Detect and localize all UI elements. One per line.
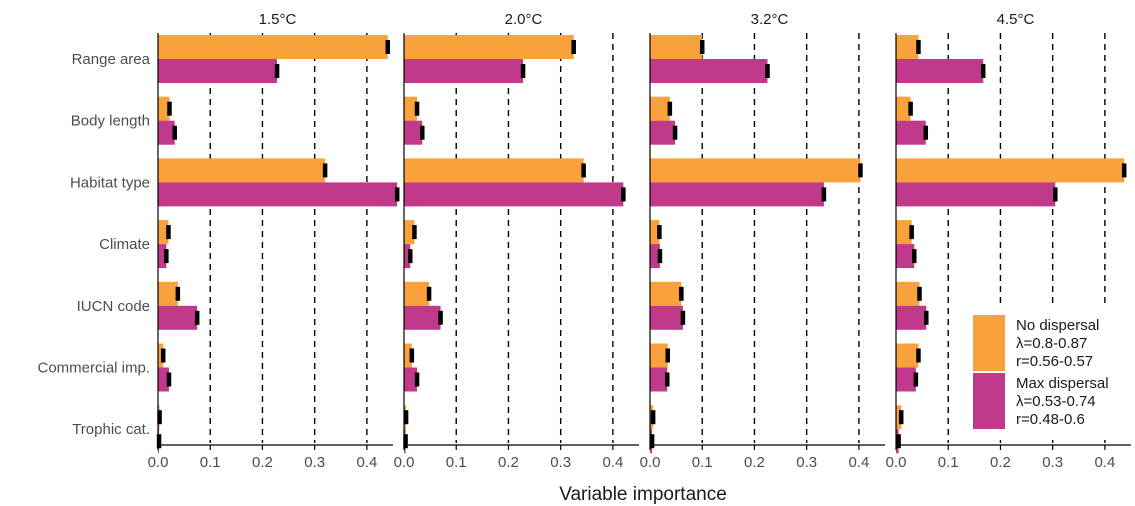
row-label: Trophic cat.: [72, 421, 150, 438]
bar-no-dispersal: [404, 281, 430, 306]
x-tick-label: 0.1: [692, 454, 713, 471]
bar-no-dispersal: [650, 35, 703, 59]
bar-max-dispersal: [896, 182, 1056, 207]
bar-no-dispersal: [404, 158, 584, 183]
x-tick-label: 0.3: [304, 454, 325, 471]
bar-no-dispersal: [650, 281, 682, 306]
legend-label: r=0.48-0.6: [1016, 411, 1085, 428]
bar-no-dispersal: [158, 96, 170, 121]
legend-label: λ=0.8-0.87: [1016, 335, 1087, 352]
bar-no-dispersal: [896, 281, 920, 306]
panel: 2.0°C 0.0 0.1 0.2 0.3 0.4: [394, 11, 639, 471]
row-label: IUCN code: [77, 298, 150, 315]
panel: 1.5°C 0.0 0.1 0.2 0.3 0.4: [148, 11, 400, 471]
panel: 3.2°C 0.0 0.1 0.2 0.3 0.4: [640, 11, 885, 471]
bar-max-dispersal: [158, 244, 167, 269]
row-label: Habitat type: [70, 174, 150, 191]
bar-max-dispersal: [404, 59, 524, 83]
bar-max-dispersal: [896, 244, 915, 269]
bar-max-dispersal: [404, 305, 441, 330]
x-tick-label: 0.3: [1042, 454, 1063, 471]
bar-max-dispersal: [404, 182, 624, 207]
bar-no-dispersal: [158, 220, 169, 245]
bar-no-dispersal: [650, 220, 660, 245]
bar-max-dispersal: [650, 367, 668, 392]
legend-label: λ=0.53-0.74: [1016, 393, 1096, 410]
bar-no-dispersal: [404, 96, 418, 121]
x-tick-label: 0.2: [744, 454, 765, 471]
legend-label: Max dispersal: [1016, 375, 1109, 392]
panel-title: 1.5°C: [259, 11, 297, 28]
x-axis-title: Variable importance: [559, 484, 727, 505]
bar-max-dispersal: [896, 305, 927, 330]
x-tick-label: 0.4: [848, 454, 869, 471]
bar-no-dispersal: [404, 220, 415, 245]
bar-no-dispersal: [896, 343, 919, 368]
x-tick-label: 0.1: [446, 454, 467, 471]
bar-max-dispersal: [158, 182, 398, 207]
bar-no-dispersal: [158, 281, 178, 306]
bar-no-dispersal: [404, 343, 412, 368]
bar-max-dispersal: [650, 59, 768, 83]
x-tick-label: 0.2: [498, 454, 519, 471]
bar-max-dispersal: [158, 120, 175, 145]
x-tick-label: 0.2: [252, 454, 273, 471]
x-tick-label: 0.3: [550, 454, 571, 471]
bar-no-dispersal: [650, 96, 670, 121]
bar-max-dispersal: [896, 367, 916, 392]
bar-max-dispersal: [404, 244, 411, 269]
bar-no-dispersal: [158, 35, 388, 59]
x-tick-label: 0.4: [356, 454, 377, 471]
x-tick-label: 0.1: [200, 454, 221, 471]
bar-max-dispersal: [158, 367, 169, 392]
bar-no-dispersal: [896, 158, 1125, 183]
bar-no-dispersal: [650, 343, 668, 368]
bar-no-dispersal: [896, 96, 911, 121]
bar-no-dispersal: [158, 158, 326, 183]
bar-no-dispersal: [650, 158, 861, 183]
bar-max-dispersal: [404, 120, 423, 145]
row-labels: Range area Body length Habitat type Climate…: [37, 51, 150, 438]
x-tick-label: 0.4: [1094, 454, 1115, 471]
legend-label: r=0.56-0.57: [1016, 353, 1093, 370]
legend-swatch-max-dispersal: [973, 373, 1005, 429]
bar-max-dispersal: [650, 120, 676, 145]
bar-no-dispersal: [404, 35, 574, 59]
x-tick-label: 0.1: [938, 454, 959, 471]
bar-max-dispersal: [896, 59, 984, 83]
bar-max-dispersal: [650, 182, 824, 207]
row-label: Commercial imp.: [37, 360, 150, 377]
x-tick-label: 0.0: [640, 454, 661, 471]
bar-max-dispersal: [158, 59, 278, 83]
row-label: Climate: [99, 236, 150, 253]
bar-no-dispersal: [896, 220, 912, 245]
row-label: Range area: [72, 51, 151, 68]
x-tick-label: 0.3: [796, 454, 817, 471]
bar-max-dispersal: [158, 305, 198, 330]
bar-no-dispersal: [896, 405, 902, 430]
x-tick-label: 0.4: [602, 454, 623, 471]
bar-max-dispersal: [896, 120, 926, 145]
legend-label: No dispersal: [1016, 317, 1099, 334]
x-tick-label: 0.0: [148, 454, 169, 471]
bar-no-dispersal: [158, 343, 164, 368]
row-label: Body length: [71, 113, 150, 130]
panel-title: 4.5°C: [997, 11, 1035, 28]
bar-no-dispersal: [896, 35, 919, 59]
bar-max-dispersal: [404, 367, 418, 392]
panel-title: 2.0°C: [505, 11, 543, 28]
x-tick-label: 0.0: [886, 454, 907, 471]
panel-title: 3.2°C: [751, 11, 789, 28]
bar-max-dispersal: [650, 305, 683, 330]
legend-swatch-no-dispersal: [973, 315, 1005, 371]
x-tick-label: 0.2: [990, 454, 1011, 471]
bar-max-dispersal: [650, 244, 660, 269]
x-tick-label: 0.0: [394, 454, 415, 471]
